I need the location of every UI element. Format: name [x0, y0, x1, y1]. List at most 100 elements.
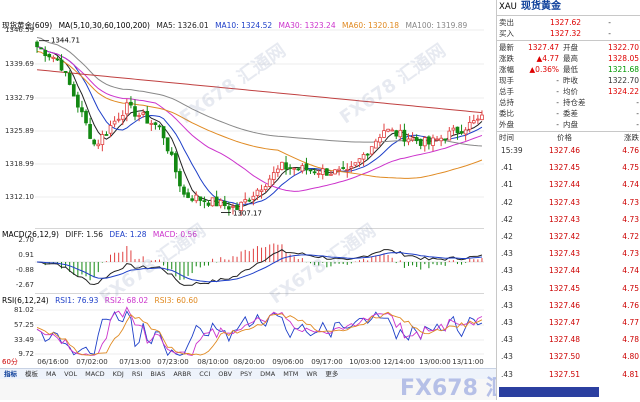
- tick-price: 1327.43: [549, 214, 581, 224]
- candle-body: [239, 201, 243, 211]
- rsi-params: RSI(6,12,24): [2, 296, 49, 305]
- tab-dma[interactable]: DMA: [260, 370, 276, 378]
- y-tick: 33.49: [13, 336, 34, 344]
- tick-change: 4.72: [622, 232, 639, 241]
- candle-body: [63, 70, 68, 73]
- candle-body: [67, 72, 72, 85]
- tab-template[interactable]: 模板: [25, 370, 38, 378]
- y-tick: 1325.89: [5, 127, 34, 135]
- quote-header: XAU 现货黄金: [497, 0, 640, 14]
- tab-indicator[interactable]: 指标: [4, 370, 17, 378]
- moving-average-lines: [36, 36, 483, 208]
- tab-ma[interactable]: MA: [46, 370, 57, 378]
- ticks-header-change: 涨跌: [624, 133, 639, 142]
- candle-body: [320, 168, 325, 175]
- tick-row[interactable]: .42 1327.42 4.72: [497, 231, 640, 243]
- tab-wr[interactable]: WR: [306, 370, 318, 378]
- candle-body: [100, 134, 105, 145]
- tick-row[interactable]: 15:39 1327.46 4.76: [497, 145, 640, 157]
- rsi-y-axis: 81.02 57.25 33.49 9.72: [0, 306, 34, 358]
- tick-price: 1327.44: [549, 266, 581, 276]
- quote-panel: XAU 现货黄金 卖出 1327.62 - 买入 1327.32 - 最新 13…: [496, 0, 640, 400]
- candle-body: [35, 41, 39, 48]
- tick-time: .43: [501, 318, 513, 327]
- ratio-label: 委比: [499, 109, 514, 118]
- candle-body: [108, 125, 113, 134]
- ma30-line: [36, 46, 483, 192]
- rsi3-line: [36, 311, 483, 356]
- tick-time: .43: [501, 283, 513, 293]
- candle-body: [251, 195, 256, 200]
- macd-chart[interactable]: [35, 238, 484, 290]
- candle-body: [329, 173, 333, 176]
- tab-macd[interactable]: MACD: [85, 370, 105, 378]
- tick-row[interactable]: .41 1327.44 4.74: [497, 179, 640, 191]
- tick-row[interactable]: .43 1327.47 4.77: [497, 317, 640, 329]
- tick-time: .41: [501, 163, 513, 173]
- tick-row[interactable]: .43 1327.45 4.75: [497, 283, 640, 295]
- candle-body: [47, 53, 52, 58]
- tick-row[interactable]: .42 1327.43 4.73: [497, 197, 640, 209]
- candle-body: [288, 167, 292, 169]
- main-legend: 现货黄金(609) MA(5,10,30,60,100,200) MA5: 13…: [2, 20, 471, 31]
- tab-mtm[interactable]: MTM: [283, 370, 299, 378]
- candle-body: [312, 171, 317, 174]
- candle-body: [365, 153, 370, 156]
- period-selector[interactable]: 60分: [2, 358, 18, 366]
- tick-row[interactable]: .43 1327.48 4.78: [497, 334, 640, 346]
- tab-arbr[interactable]: ARBR: [173, 370, 192, 378]
- candle-body: [112, 120, 117, 125]
- chart-area[interactable]: 现货黄金(609) MA(5,10,30,60,100,200) MA5: 13…: [0, 0, 552, 401]
- tick-row[interactable]: .43 1327.44 4.74: [497, 265, 640, 277]
- tab-bias[interactable]: BIAS: [150, 370, 166, 378]
- quote-row: 总手 - 均价 1324.22: [497, 86, 640, 97]
- y-tick: 9.72: [18, 350, 34, 358]
- tab-kdj[interactable]: KDJ: [112, 370, 124, 378]
- macd-pane-border: [35, 228, 484, 291]
- pct-label: 涨幅: [499, 65, 514, 74]
- tab-rsi[interactable]: RSI: [131, 370, 143, 378]
- candle-body: [459, 131, 464, 134]
- low-value: 1321.68: [607, 65, 639, 74]
- tick-price: 1327.46: [549, 146, 581, 155]
- macd-diff: DIFF: 1.56: [65, 230, 104, 239]
- y-tick: -2.67: [15, 281, 34, 289]
- tab-psy[interactable]: PSY: [240, 370, 253, 378]
- tick-row[interactable]: .43 1327.43 4.73: [497, 248, 640, 260]
- y-tick: -0.88: [15, 266, 34, 274]
- tab-vol[interactable]: VOL: [64, 370, 78, 378]
- x-tick: 10/03:00: [349, 358, 381, 366]
- candle-body: [59, 59, 64, 71]
- tick-row[interactable]: .42 1327.43 4.73: [497, 214, 640, 226]
- candle-body: [194, 194, 199, 202]
- vol-value: -: [556, 76, 559, 85]
- candle-body: [353, 162, 358, 166]
- candle-body: [422, 137, 427, 147]
- tab-obv[interactable]: OBV: [218, 370, 233, 378]
- candle-body: [406, 138, 411, 143]
- dea-line: [37, 252, 483, 283]
- tick-row[interactable]: .43 1327.46 4.76: [497, 300, 640, 312]
- tick-row[interactable]: .41 1327.45 4.75: [497, 162, 640, 174]
- candle-body: [92, 139, 97, 145]
- candle-body: [182, 186, 186, 195]
- tick-price: 1327.47: [549, 318, 581, 327]
- x-axis: 06/16:00 07/02:00 07/13:00 07/23:00 08/1…: [35, 358, 484, 368]
- tab-more[interactable]: 更多: [325, 370, 339, 378]
- tab-cci[interactable]: CCI: [199, 370, 211, 378]
- tick-time: .43: [501, 352, 513, 362]
- tick-row[interactable]: .43 1327.50 4.80: [497, 351, 640, 363]
- tick-time: .42: [501, 232, 513, 241]
- diff-value: -: [636, 109, 639, 118]
- ma10-line: [36, 46, 483, 205]
- candle-body: [476, 118, 480, 121]
- divider: [497, 40, 640, 41]
- y-tick: 81.02: [13, 306, 34, 314]
- tot-label: 总手: [499, 87, 514, 96]
- y-tick: 1318.99: [5, 160, 34, 168]
- rsi-chart[interactable]: [35, 306, 484, 356]
- candle-body: [243, 199, 248, 203]
- price-chart[interactable]: 1344.71 1307.17: [35, 28, 484, 228]
- tick-row[interactable]: .43 1327.51 4.81: [497, 369, 640, 381]
- candle-body: [418, 138, 423, 146]
